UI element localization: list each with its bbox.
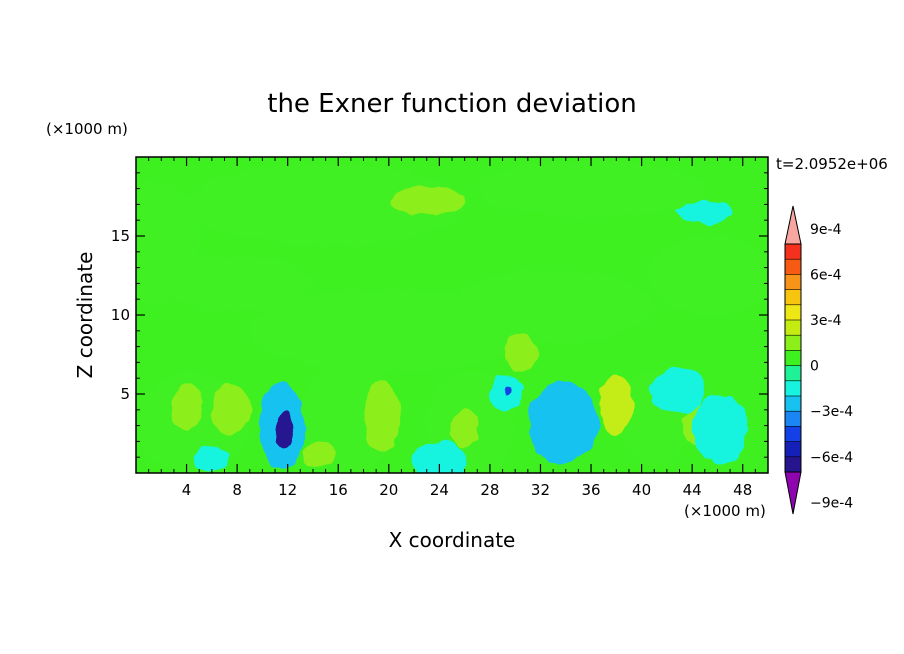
colorbar-tick-label: 6e-4 bbox=[810, 267, 842, 283]
x-tick-label: 24 bbox=[430, 481, 449, 499]
contour-region-17 bbox=[449, 409, 480, 448]
contour-regions bbox=[136, 160, 768, 473]
contour-region-3 bbox=[647, 236, 768, 315]
x-tick-label: 20 bbox=[379, 481, 398, 499]
y-axis-ticks: 5 10 15 bbox=[111, 172, 768, 458]
colorbar-max-arrow bbox=[784, 205, 802, 245]
contour-region-4 bbox=[161, 254, 313, 312]
contour-region-27 bbox=[649, 368, 705, 413]
y-axis-unit: (×1000 m) bbox=[46, 120, 128, 138]
contour-region-26 bbox=[692, 394, 748, 464]
y-tick-label: 15 bbox=[111, 227, 130, 245]
colorbar-segment bbox=[785, 350, 801, 366]
colorbar-tick-label: 3e-4 bbox=[810, 313, 842, 329]
colorbar-segment bbox=[785, 320, 801, 336]
x-tick-label: 44 bbox=[683, 481, 702, 499]
contour-region-15 bbox=[599, 375, 633, 436]
contour-region-11 bbox=[388, 187, 465, 216]
x-axis-unit: (×1000 m) bbox=[684, 502, 766, 520]
contour-region-29 bbox=[676, 201, 733, 224]
contour-region-19 bbox=[301, 441, 337, 467]
colorbar-frame bbox=[784, 243, 802, 473]
y-tick-label: 5 bbox=[120, 385, 130, 403]
colorbar-segment bbox=[785, 304, 801, 321]
contour-region-13 bbox=[171, 382, 202, 431]
colorbar-tick-label: −9e-4 bbox=[810, 495, 853, 511]
x-tick-label: 28 bbox=[480, 481, 499, 499]
contour-region-14 bbox=[364, 379, 401, 453]
x-tick-label: 16 bbox=[329, 481, 348, 499]
x-tick-label: 12 bbox=[278, 481, 297, 499]
y-axis-label: Z coordinate bbox=[73, 252, 97, 379]
x-axis-ticks: 4 8 12 16 20 24 28 32 36 40 44 48 bbox=[148, 157, 756, 499]
x-tick-label: 8 bbox=[232, 481, 242, 499]
contour-region-1 bbox=[186, 163, 465, 246]
colorbar-tick-label: −3e-4 bbox=[810, 404, 853, 420]
contour-region-6 bbox=[249, 289, 528, 372]
contour-region-25 bbox=[411, 441, 468, 473]
x-tick-label: 4 bbox=[182, 481, 192, 499]
colorbar-segment bbox=[785, 456, 801, 473]
colorbar-segment bbox=[785, 411, 801, 427]
x-tick-label: 36 bbox=[581, 481, 600, 499]
x-axis-label: X coordinate bbox=[389, 528, 516, 552]
colorbar-segment bbox=[785, 396, 801, 412]
colorbar-segment bbox=[785, 365, 801, 382]
x-tick-label: 40 bbox=[632, 481, 651, 499]
colorbar: 9e-4 6e-4 3e-4 0 −3e-4 −6e-4 −9e-4 bbox=[784, 205, 853, 515]
colorbar-tick-label: 9e-4 bbox=[810, 222, 842, 238]
colorbar-segment bbox=[785, 426, 801, 442]
colorbar-segment bbox=[785, 335, 801, 351]
y-tick-label: 10 bbox=[111, 306, 130, 324]
chart-title: the Exner function deviation bbox=[267, 89, 637, 119]
contour-region-28 bbox=[191, 446, 233, 472]
colorbar-segment bbox=[785, 289, 801, 306]
contour-region-2 bbox=[477, 160, 705, 218]
contour-region-24 bbox=[502, 386, 511, 396]
colorbar-segment bbox=[785, 274, 801, 290]
x-tick-label: 48 bbox=[733, 481, 752, 499]
colorbar-tick-label: −6e-4 bbox=[810, 450, 853, 466]
colorbar-segment bbox=[785, 441, 801, 458]
colorbar-min-arrow bbox=[784, 471, 802, 515]
contour-region-12 bbox=[210, 384, 252, 436]
colorbar-segment bbox=[785, 259, 801, 275]
colorbar-segment bbox=[785, 380, 801, 397]
colorbar-tick-label: 0 bbox=[810, 359, 819, 375]
colorbar-segment bbox=[785, 244, 801, 260]
x-tick-label: 32 bbox=[531, 481, 550, 499]
time-label: t=2.0952e+06 bbox=[776, 155, 888, 173]
contour-region-22 bbox=[527, 381, 599, 464]
contour-region-18 bbox=[506, 333, 537, 372]
contour-region-21 bbox=[276, 411, 294, 450]
